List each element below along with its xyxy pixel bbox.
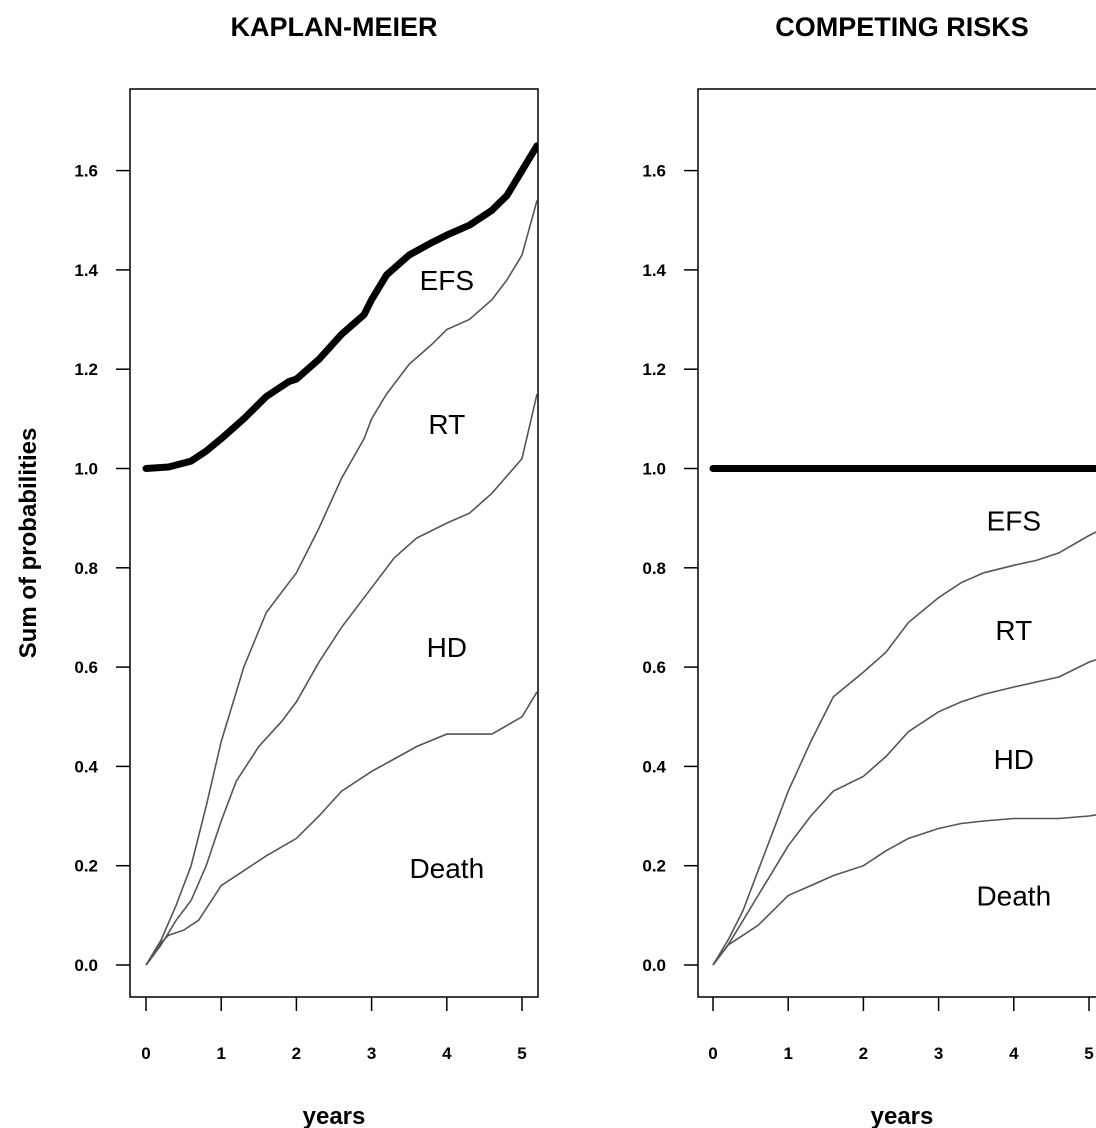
region-label: HD [427, 632, 467, 663]
region-labels: EFS RT HD Death [976, 506, 1051, 912]
cumulative-curve [145, 691, 538, 966]
cumulative-curve [712, 814, 1096, 966]
x-tick-label: 1 [783, 1044, 792, 1063]
y-tick-label: 1.0 [642, 460, 666, 479]
cumulative-curve [145, 200, 538, 966]
y-tick-label: 1.2 [74, 360, 98, 379]
panel-competing-risks: COMPETING RISKS years 0 1 2 3 4 5 0.0 0.2 0.4 0.6… [642, 12, 1096, 1128]
y-tick-label: 0.8 [74, 559, 98, 578]
panel-kaplan-meier: KAPLAN-MEIER Sum of probabilities years … [15, 12, 539, 1128]
x-tick-label: 2 [859, 1044, 868, 1063]
y-tick-label: 1.6 [74, 162, 98, 181]
y-tick-label: 0.0 [642, 956, 666, 975]
y-tick-label: 0.4 [74, 757, 98, 776]
total-curve [142, 142, 538, 472]
y-tick-label: 1.4 [642, 261, 666, 280]
region-label: RT [428, 409, 465, 440]
region-label: HD [994, 744, 1034, 775]
y-tick-label: 0.2 [74, 857, 98, 876]
region-label: EFS [420, 265, 474, 296]
y-tick-label: 1.2 [642, 360, 666, 379]
x-tick-label: 3 [367, 1044, 376, 1063]
x-tick-label: 3 [934, 1044, 943, 1063]
y-axis-label: Sum of probabilities [15, 428, 42, 659]
x-axis-label: years [303, 1103, 366, 1128]
y-tick-label: 0.8 [642, 559, 666, 578]
x-tick-label: 0 [141, 1044, 150, 1063]
axis-ticks: 0 1 2 3 4 5 0.0 0.2 0.4 0.6 0.8 1.0 1.2 1.4 1.6 [642, 162, 1093, 1063]
x-tick-label: 0 [708, 1044, 717, 1063]
y-tick-label: 1.0 [74, 460, 98, 479]
x-tick-label: 4 [442, 1044, 452, 1063]
cumulative-curve [712, 658, 1096, 966]
panel-title: KAPLAN-MEIER [231, 12, 438, 42]
y-tick-label: 0.2 [642, 857, 666, 876]
plot-frame [129, 88, 539, 998]
y-tick-label: 0.4 [642, 757, 666, 776]
y-tick-label: 1.4 [74, 261, 98, 280]
region-label: EFS [987, 506, 1041, 537]
cumulative-curve [145, 393, 538, 966]
y-tick-label: 1.6 [642, 162, 666, 181]
x-tick-label: 4 [1009, 1044, 1019, 1063]
region-label: RT [995, 615, 1032, 646]
region-labels: EFS RT HD Death [409, 265, 484, 884]
region-label: Death [409, 853, 484, 884]
y-tick-label: 0.0 [74, 956, 98, 975]
axis-ticks: 0 1 2 3 4 5 0.0 0.2 0.4 0.6 0.8 1.0 1.2 1.4 1.6 [74, 162, 526, 1063]
cumulative-curve [712, 531, 1096, 966]
x-tick-label: 2 [292, 1044, 301, 1063]
plot-frame [697, 88, 1096, 998]
x-axis-label: years [871, 1103, 934, 1128]
series-layer [709, 465, 1096, 966]
y-tick-label: 0.6 [642, 658, 666, 677]
series-layer [142, 142, 538, 966]
y-tick-label: 0.6 [74, 658, 98, 677]
x-tick-label: 5 [517, 1044, 526, 1063]
x-tick-label: 5 [1084, 1044, 1093, 1063]
region-label: Death [976, 880, 1051, 911]
x-tick-label: 1 [216, 1044, 225, 1063]
panel-title: COMPETING RISKS [775, 12, 1029, 42]
